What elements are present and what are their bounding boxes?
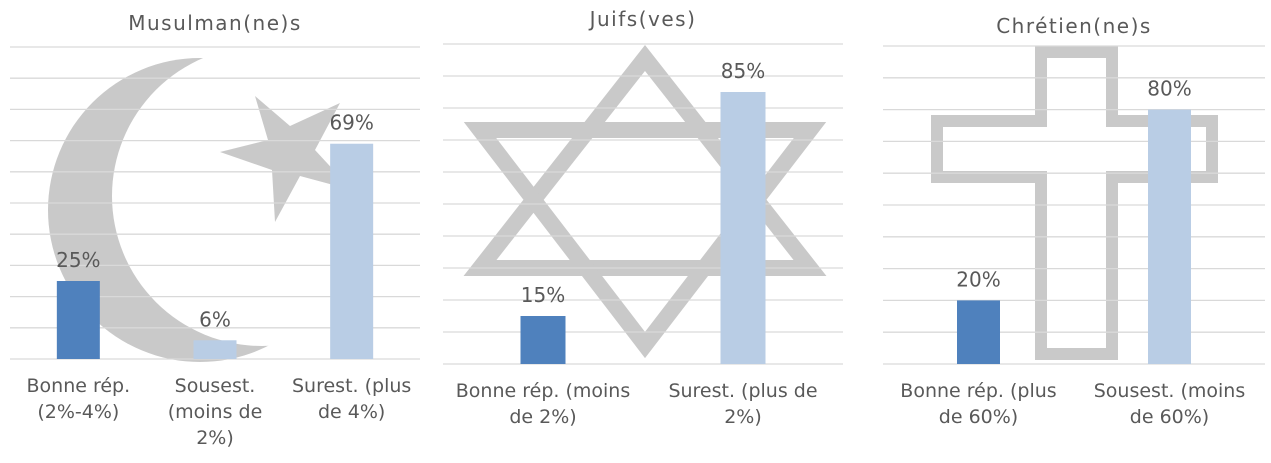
value-label: 25%: [56, 248, 100, 272]
value-label: 6%: [199, 307, 231, 331]
x-tick-label: Surest. (plus de 4%): [292, 375, 412, 423]
chart-title: Juifs(ves): [588, 7, 697, 31]
cross-icon: [931, 46, 1218, 360]
x-tick-label: Bonne rép. (2%-4%): [26, 375, 131, 423]
x-tick-label: Sousest. (moins de 2%): [167, 375, 263, 449]
plots: Musulman(ne)s 25% 6% 69% Juifs(ves) 15% 85% Chr…: [10, 7, 1265, 365]
value-label: 85%: [721, 59, 765, 83]
bar: [1148, 109, 1191, 364]
bar: [520, 316, 566, 364]
x-tick-label: Bonne rép. (plus de 60%): [900, 380, 1057, 428]
value-label: 15%: [521, 283, 565, 307]
x-tick-label: Bonne rép. (moins de 2%): [455, 380, 631, 428]
bar: [957, 300, 1000, 364]
chart-title: Chrétien(ne)s: [996, 14, 1152, 38]
value-label: 20%: [956, 267, 1000, 291]
x-tick-label: Sousest. (moins de 60%): [1093, 380, 1246, 428]
chart-title: Musulman(ne)s: [128, 11, 302, 35]
crescent-icon: [48, 58, 352, 362]
bar: [193, 340, 237, 359]
value-label: 80%: [1147, 77, 1191, 101]
bar: [56, 281, 100, 359]
value-label: 69%: [329, 111, 373, 135]
x-tick-label: Surest. (plus de 2%): [668, 380, 818, 428]
bar: [330, 143, 374, 359]
bar: [720, 92, 766, 364]
